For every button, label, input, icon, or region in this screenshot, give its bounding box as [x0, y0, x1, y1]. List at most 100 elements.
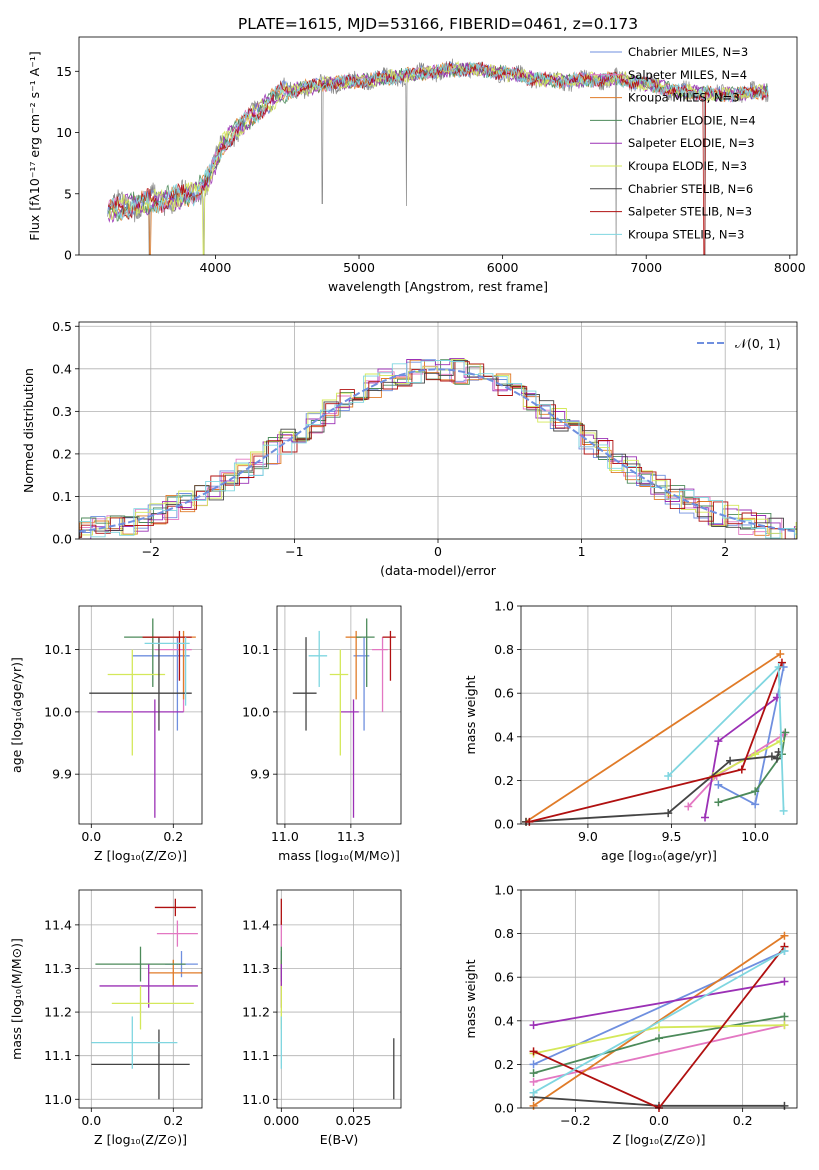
weight-marker: [780, 931, 789, 940]
y-tick-label: 0.6: [494, 686, 514, 701]
plot-area: [91, 898, 202, 1100]
x-tick-label: 1: [578, 544, 586, 559]
y-tick-label: 10: [56, 125, 72, 140]
y-axis-label: mass weight: [463, 675, 478, 754]
x-axis-label: wavelength [Angstrom, rest frame]: [328, 279, 548, 294]
weight-marker: [655, 1023, 663, 1032]
weight-marker: [529, 1088, 538, 1097]
weight-marker: [714, 780, 723, 789]
errorbar-point: [99, 964, 198, 1008]
weight-marker: [529, 1021, 538, 1030]
plot-area: [522, 649, 790, 826]
x-tick-label: 0.2: [163, 1113, 183, 1128]
figure-title: PLATE=1615, MJD=53166, FIBERID=0461, z=0…: [238, 15, 638, 33]
y-axis-label: mass [log₁₀(M/M⊙)]: [9, 938, 24, 1060]
errorbar-point: [340, 699, 359, 818]
weight-line: [718, 732, 787, 804]
weight-line: [532, 935, 786, 1107]
x-tick-label: 0.000: [263, 1113, 299, 1128]
y-tick-label: 15: [56, 64, 72, 79]
x-tick-label: 0.0: [649, 1113, 669, 1128]
weight-marker: [751, 750, 760, 759]
x-axis-label: E(B-V): [320, 1132, 359, 1147]
axes-frame: [520, 605, 798, 825]
y-axis-label: Flux [fλ10⁻¹⁷ erg cm⁻² s⁻¹ A⁻¹]: [27, 51, 42, 240]
y-tick-label: 9.9: [250, 767, 270, 782]
weight-line: [533, 1024, 785, 1083]
x-tick-label: 7000: [630, 260, 662, 275]
weight-marker: [767, 752, 776, 761]
spectrum-line-5: [108, 60, 769, 255]
spectrum-line-7: [108, 61, 768, 255]
y-tick-label: 11.2: [44, 1005, 72, 1020]
x-tick-label: 0.0: [81, 1113, 101, 1128]
y-axis-label: age [log₁₀(age/yr)]: [9, 657, 24, 773]
errorbar-point: [154, 898, 196, 917]
x-tick-label: 0: [434, 544, 442, 559]
residual-histogram-8: [79, 360, 797, 539]
legend-label: Chabrier STELIB, N=6: [628, 182, 753, 196]
y-tick-label: 0.2: [494, 773, 514, 788]
axes-frame: [78, 321, 798, 540]
weight-marker: [529, 1101, 538, 1110]
errorbar-point: [144, 637, 190, 706]
x-tick-label: 0.0: [81, 829, 101, 844]
y-tick-label: 0.5: [52, 319, 72, 334]
weight-marker: [751, 800, 760, 809]
legend-label: Salpeter STELIB, N=3: [628, 205, 752, 219]
weight-marker: [529, 1069, 538, 1078]
y-tick-label: 11.0: [242, 1092, 270, 1107]
y-tick-label: 0.8: [494, 642, 514, 657]
errorbar-point: [95, 946, 186, 982]
errorbar-point: [97, 699, 184, 818]
legend: Chabrier MILES, N=3 Salpeter MILES, N=4 Kr…: [590, 45, 756, 241]
weight-marker: [726, 756, 735, 765]
errorbar-point: [142, 630, 192, 681]
legend-label: Salpeter ELODIE, N=3: [628, 136, 755, 150]
plot-area: [79, 358, 797, 539]
weight-marker: [529, 1077, 538, 1086]
residual-histogram-2: [79, 359, 797, 539]
age-vs-Z-panel: 0.0 0.2 9.9 10.0 10.1 Z [log₁₀(Z/Z⊙)] age [log…: [9, 605, 203, 863]
errorbar-point: [371, 637, 388, 712]
axes-frame: [276, 889, 402, 1109]
x-axis-label: Z [log₁₀(Z/Z⊙)]: [94, 848, 187, 863]
weight-marker: [664, 772, 673, 781]
weight-marker: [655, 1034, 663, 1043]
weight-marker: [780, 1101, 789, 1110]
legend-label: Chabrier MILES, N=3: [628, 45, 748, 59]
y-tick-label: 0.8: [494, 926, 514, 941]
y-tick-label: 11.4: [242, 917, 270, 932]
residual-histogram-4: [79, 358, 797, 539]
errorbar-point: [111, 985, 194, 1030]
weight-line: [533, 980, 785, 1027]
legend-label: Chabrier ELODIE, N=4: [628, 113, 756, 127]
x-tick-label: 4000: [200, 260, 232, 275]
legend: 𝒩(0, 1): [697, 336, 781, 351]
y-tick-label: 11.4: [44, 917, 72, 932]
x-axis-label: age [log₁₀(age/yr)]: [601, 848, 717, 863]
y-tick-label: 0.0: [52, 532, 72, 547]
errorbar-point: [308, 630, 328, 687]
weight-marker: [780, 977, 789, 986]
weight-marker: [776, 649, 785, 658]
spectrum-line-4: [108, 62, 768, 223]
y-axis-label: Normed distribution: [21, 368, 36, 493]
x-tick-label: 2: [721, 544, 729, 559]
x-tick-label: 11.0: [271, 829, 299, 844]
x-tick-label: 11.3: [337, 829, 365, 844]
weight-marker: [751, 787, 760, 796]
x-tick-label: −2: [142, 544, 160, 559]
y-tick-label: 1.0: [494, 599, 514, 614]
plot-area: [107, 58, 769, 255]
errorbar-point: [356, 618, 375, 687]
weight-marker: [529, 1047, 538, 1056]
y-tick-label: 5: [64, 186, 72, 201]
x-axis-label: mass [log₁₀(M/M⊙)]: [278, 848, 400, 863]
weight-marker: [772, 754, 781, 763]
plot-area: [292, 618, 396, 818]
weight-marker: [737, 765, 746, 774]
x-tick-label: 8000: [774, 260, 806, 275]
weight-marker: [774, 663, 783, 672]
y-tick-label: 0.1: [52, 489, 72, 504]
